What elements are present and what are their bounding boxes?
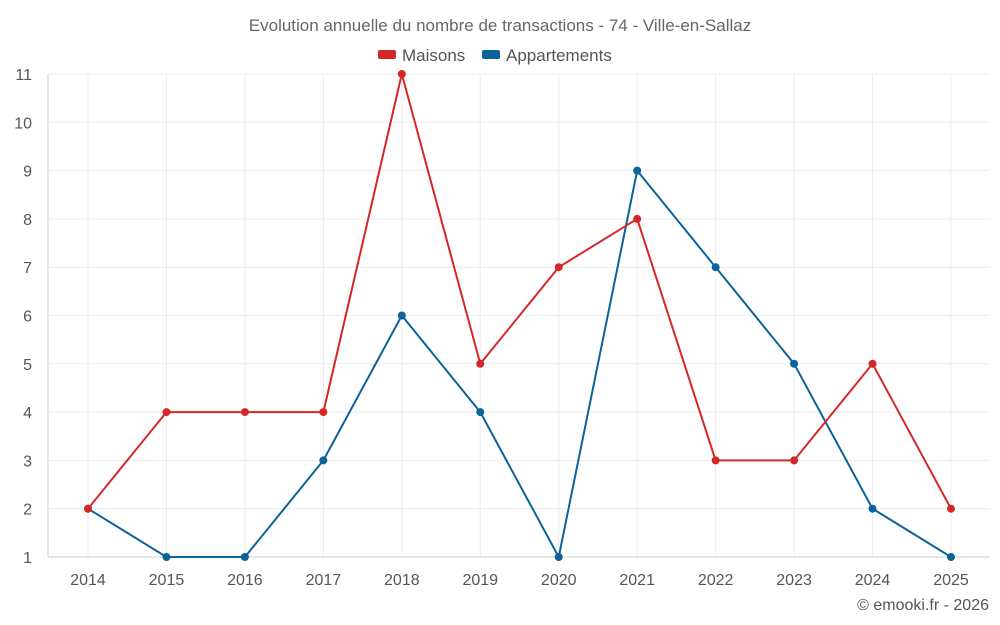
x-tick-label: 2025: [933, 572, 969, 589]
data-point-appartements[interactable]: [868, 504, 877, 513]
legend-item-maisons[interactable]: Maisons: [378, 46, 465, 65]
series: [84, 70, 955, 561]
data-point-appartements[interactable]: [162, 553, 171, 561]
data-point-appartements[interactable]: [554, 553, 563, 561]
x-tick-label: 2020: [541, 572, 577, 589]
series-line-appartements: [87, 169, 952, 558]
data-point-maisons[interactable]: [554, 263, 563, 272]
x-tick-label: 2021: [619, 572, 655, 589]
legend-swatch-maisons: [378, 50, 396, 59]
y-tick-label: 10: [14, 115, 32, 132]
y-tick-label: 1: [23, 550, 32, 567]
x-tick-label: 2022: [698, 572, 734, 589]
data-point-maisons[interactable]: [711, 456, 720, 465]
x-tick-label: 2015: [149, 572, 185, 589]
data-point-appartements[interactable]: [476, 408, 485, 417]
chart-title: Evolution annuelle du nombre de transact…: [249, 16, 751, 35]
y-tick-label: 9: [23, 164, 32, 181]
data-point-maisons[interactable]: [790, 456, 799, 465]
legend: Maisons Appartements: [378, 46, 612, 65]
x-tick-label: 2017: [306, 572, 342, 589]
data-point-appartements[interactable]: [711, 263, 720, 272]
credit-text: © emooki.fr - 2026: [857, 597, 989, 614]
data-point-appartements[interactable]: [790, 359, 799, 368]
legend-label-maisons: Maisons: [402, 46, 465, 65]
data-point-maisons[interactable]: [84, 504, 92, 513]
y-tick-label: 8: [23, 212, 32, 229]
data-point-appartements[interactable]: [947, 553, 955, 561]
x-tick-label: 2023: [776, 572, 812, 589]
data-point-maisons[interactable]: [240, 408, 249, 417]
x-tick-label: 2018: [384, 572, 420, 589]
data-point-maisons[interactable]: [319, 408, 328, 417]
data-point-maisons[interactable]: [947, 504, 955, 513]
data-point-appartements[interactable]: [319, 456, 328, 465]
x-tick-label: 2016: [227, 572, 263, 589]
y-tick-label: 4: [23, 405, 32, 422]
legend-label-appartements: Appartements: [506, 46, 612, 65]
data-point-maisons[interactable]: [868, 359, 877, 368]
data-point-maisons[interactable]: [476, 359, 485, 368]
y-tick-label: 5: [23, 357, 32, 374]
legend-item-appartements[interactable]: Appartements: [482, 46, 612, 65]
data-point-appartements[interactable]: [397, 311, 406, 320]
grid: [48, 73, 990, 558]
x-tick-label: 2014: [70, 572, 106, 589]
y-tick-label: 11: [15, 67, 32, 84]
y-tick-label: 2: [23, 502, 32, 519]
y-tick-label: 6: [23, 309, 32, 326]
y-tick-label: 3: [23, 453, 32, 470]
axes: 1 2 3 4 5 6 7 8 9 10 11 2014 2015 2016 2017 2018 2019 202…: [14, 67, 990, 589]
legend-swatch-appartements: [482, 50, 500, 59]
series-line-maisons: [87, 73, 952, 510]
data-point-appartements[interactable]: [240, 553, 249, 561]
data-point-maisons[interactable]: [397, 70, 406, 78]
data-point-appartements[interactable]: [633, 166, 642, 175]
data-point-maisons[interactable]: [633, 214, 642, 223]
x-tick-label: 2024: [855, 572, 891, 589]
x-tick-label: 2019: [462, 572, 498, 589]
y-tick-label: 7: [23, 260, 32, 277]
data-point-maisons[interactable]: [162, 408, 171, 417]
